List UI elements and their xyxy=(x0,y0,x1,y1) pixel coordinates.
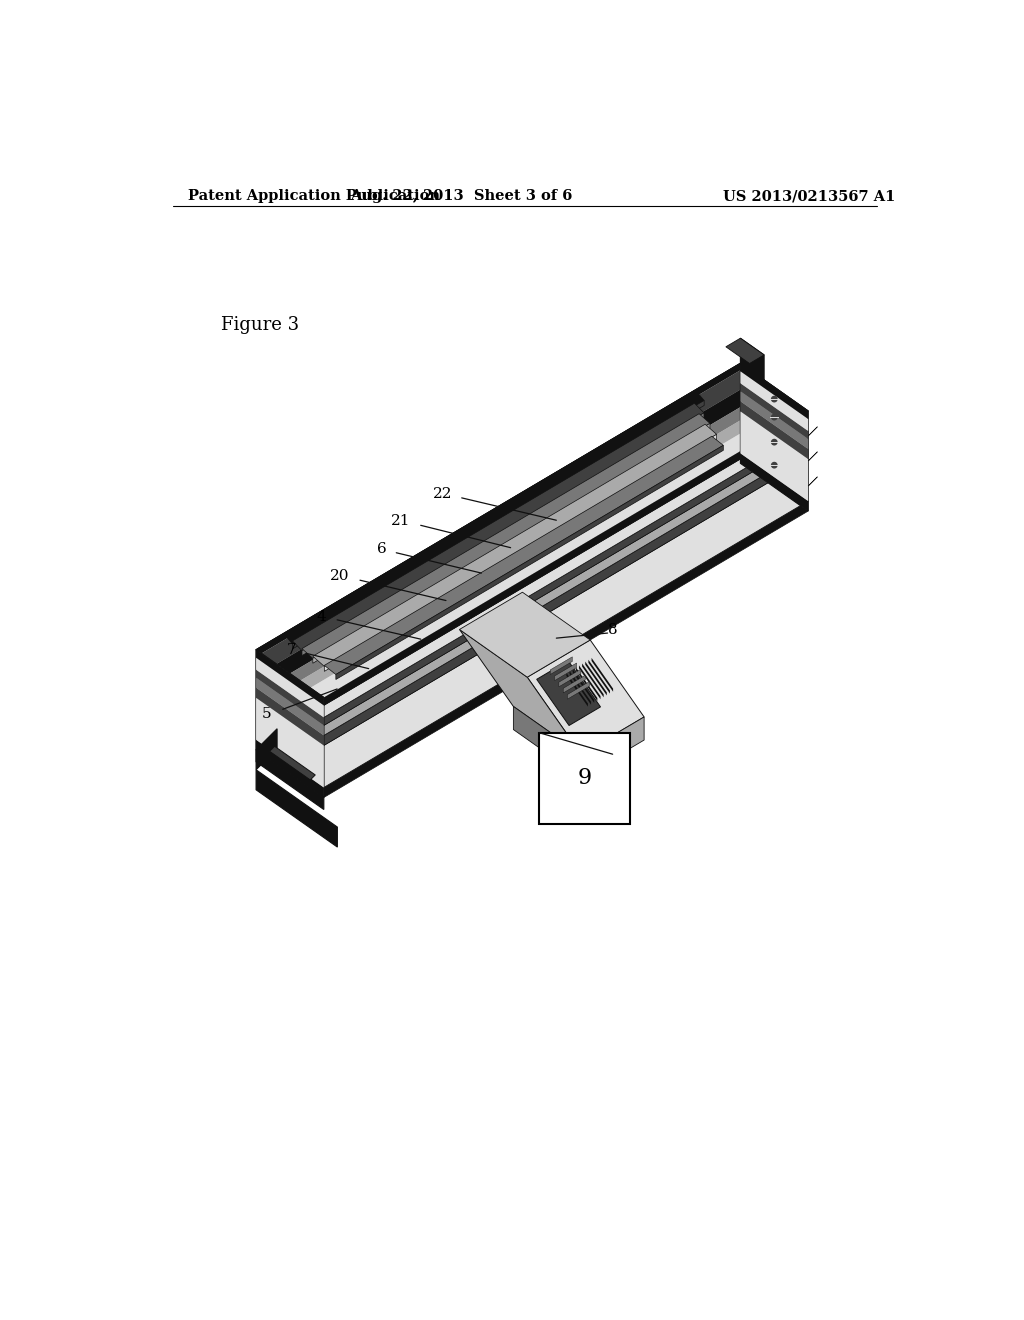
Polygon shape xyxy=(256,729,278,770)
Text: 6: 6 xyxy=(377,541,387,556)
Polygon shape xyxy=(555,663,577,681)
Polygon shape xyxy=(582,717,644,777)
Polygon shape xyxy=(324,430,808,726)
Polygon shape xyxy=(269,746,315,780)
Polygon shape xyxy=(740,371,808,430)
Polygon shape xyxy=(302,413,703,656)
Text: 21: 21 xyxy=(391,515,411,528)
Polygon shape xyxy=(325,434,717,672)
Polygon shape xyxy=(740,412,808,502)
Polygon shape xyxy=(256,363,745,653)
Polygon shape xyxy=(256,383,740,677)
Polygon shape xyxy=(256,453,740,750)
Polygon shape xyxy=(569,671,591,705)
Polygon shape xyxy=(324,440,808,735)
Polygon shape xyxy=(256,363,808,697)
Polygon shape xyxy=(582,664,604,697)
Polygon shape xyxy=(336,445,723,680)
Polygon shape xyxy=(566,673,588,706)
Circle shape xyxy=(772,462,777,467)
Polygon shape xyxy=(324,411,808,705)
Polygon shape xyxy=(261,367,761,664)
Polygon shape xyxy=(559,669,581,686)
Polygon shape xyxy=(256,677,324,735)
Text: US 2013/0213567 A1: US 2013/0213567 A1 xyxy=(724,189,896,203)
Polygon shape xyxy=(293,403,703,651)
Polygon shape xyxy=(460,593,590,677)
Polygon shape xyxy=(256,698,324,788)
Polygon shape xyxy=(586,661,607,696)
Polygon shape xyxy=(290,387,784,681)
Polygon shape xyxy=(513,706,582,777)
Polygon shape xyxy=(256,391,740,688)
Polygon shape xyxy=(460,630,582,754)
Polygon shape xyxy=(256,649,324,797)
Polygon shape xyxy=(740,453,808,511)
Polygon shape xyxy=(276,378,774,673)
Polygon shape xyxy=(293,400,705,649)
Polygon shape xyxy=(808,477,817,486)
Polygon shape xyxy=(563,676,586,693)
Polygon shape xyxy=(256,657,324,718)
Polygon shape xyxy=(324,418,808,718)
Text: 8: 8 xyxy=(608,623,617,638)
Polygon shape xyxy=(550,657,572,675)
Polygon shape xyxy=(312,424,717,667)
Polygon shape xyxy=(325,436,723,675)
Polygon shape xyxy=(256,770,337,847)
Polygon shape xyxy=(256,750,324,809)
Polygon shape xyxy=(740,363,808,418)
Text: Aug. 22, 2013  Sheet 3 of 6: Aug. 22, 2013 Sheet 3 of 6 xyxy=(350,189,572,203)
Polygon shape xyxy=(527,640,644,754)
Polygon shape xyxy=(310,401,808,697)
Polygon shape xyxy=(740,391,808,449)
Text: 7: 7 xyxy=(287,643,296,657)
Polygon shape xyxy=(575,667,597,701)
Polygon shape xyxy=(300,395,795,688)
Circle shape xyxy=(772,440,777,445)
Polygon shape xyxy=(324,459,808,788)
Polygon shape xyxy=(589,660,610,693)
Polygon shape xyxy=(740,383,808,440)
Text: Figure 3: Figure 3 xyxy=(221,317,300,334)
Polygon shape xyxy=(572,669,594,704)
Polygon shape xyxy=(312,424,710,663)
Polygon shape xyxy=(256,739,324,797)
Polygon shape xyxy=(256,363,740,657)
Text: 22: 22 xyxy=(433,487,453,500)
Polygon shape xyxy=(808,451,817,461)
Polygon shape xyxy=(808,426,817,436)
Polygon shape xyxy=(256,363,740,750)
Polygon shape xyxy=(567,681,590,700)
Polygon shape xyxy=(579,665,600,700)
Polygon shape xyxy=(284,391,705,644)
Polygon shape xyxy=(592,657,613,692)
Text: 5: 5 xyxy=(261,708,271,721)
Text: 9: 9 xyxy=(578,767,592,789)
Polygon shape xyxy=(740,363,808,511)
Polygon shape xyxy=(726,338,764,363)
Bar xyxy=(539,733,630,824)
Polygon shape xyxy=(256,669,324,726)
Polygon shape xyxy=(256,371,740,669)
Polygon shape xyxy=(537,661,600,726)
Polygon shape xyxy=(302,413,710,659)
Polygon shape xyxy=(256,401,740,698)
Polygon shape xyxy=(740,338,764,380)
Polygon shape xyxy=(256,649,324,705)
Polygon shape xyxy=(324,449,808,746)
Circle shape xyxy=(772,396,777,401)
Polygon shape xyxy=(256,453,808,788)
Polygon shape xyxy=(324,502,808,797)
Text: 4: 4 xyxy=(316,610,326,624)
Text: 20: 20 xyxy=(331,569,350,583)
Polygon shape xyxy=(256,412,740,739)
Text: Patent Application Publication: Patent Application Publication xyxy=(188,189,440,203)
Polygon shape xyxy=(740,401,808,459)
Polygon shape xyxy=(256,688,324,746)
Circle shape xyxy=(772,414,777,420)
